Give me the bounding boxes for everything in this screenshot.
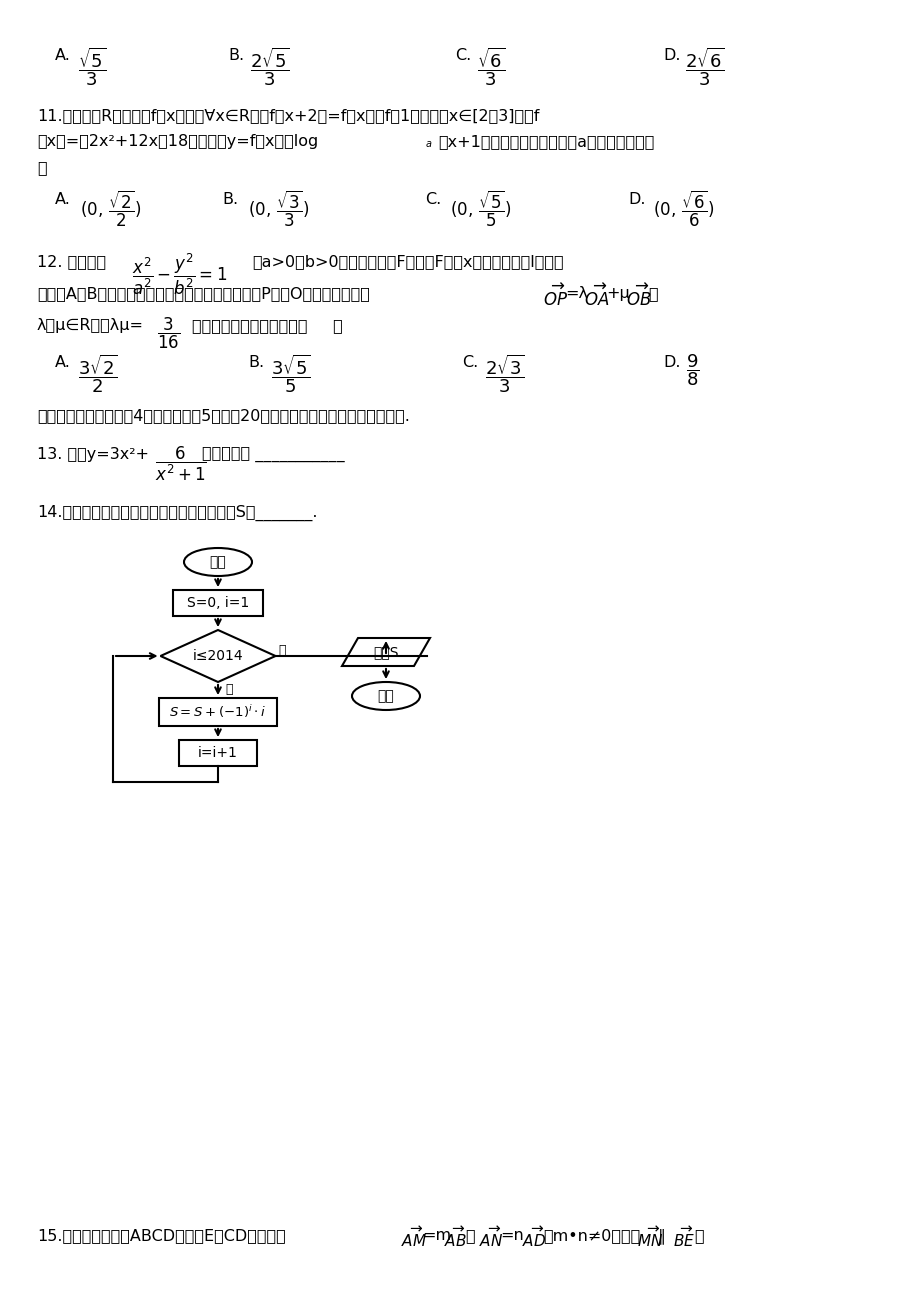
Text: 14.执行如图所示的程序框图，则输出的结果S是_______.: 14.执行如图所示的程序框图，则输出的结果S是_______. bbox=[37, 505, 317, 521]
Text: $\overrightarrow{AM}$: $\overrightarrow{AM}$ bbox=[401, 1226, 426, 1250]
Text: λ，μ∈R），λμ=: λ，μ∈R），λμ= bbox=[37, 318, 144, 333]
Polygon shape bbox=[342, 638, 429, 667]
Text: $\dfrac{\sqrt{5}}{3}$: $\dfrac{\sqrt{5}}{3}$ bbox=[78, 46, 107, 87]
Text: $\dfrac{3\sqrt{5}}{5}$: $\dfrac{3\sqrt{5}}{5}$ bbox=[271, 352, 311, 395]
Text: $(0,\,\dfrac{\sqrt{5}}{5})$: $(0,\,\dfrac{\sqrt{5}}{5})$ bbox=[449, 189, 511, 229]
Text: $\overrightarrow{AB}$: $\overrightarrow{AB}$ bbox=[444, 1226, 466, 1250]
Text: $\overrightarrow{AN}$: $\overrightarrow{AN}$ bbox=[479, 1226, 503, 1250]
Text: B.: B. bbox=[228, 48, 244, 62]
Text: 近线于A、B两点，且与双曲线在第一象限的交点为P，设O为坐标原点，若: 近线于A、B两点，且与双曲线在第一象限的交点为P，设O为坐标原点，若 bbox=[37, 286, 369, 301]
Text: 是: 是 bbox=[225, 684, 233, 697]
Text: $(0,\,\dfrac{\sqrt{6}}{6})$: $(0,\,\dfrac{\sqrt{6}}{6})$ bbox=[652, 189, 714, 229]
Text: （a>0，b>0）的右焦点为F，过点F作与x轴垂直的直线l交两渐: （a>0，b>0）的右焦点为F，过点F作与x轴垂直的直线l交两渐 bbox=[252, 254, 563, 270]
Text: $(0,\,\dfrac{\sqrt{2}}{2})$: $(0,\,\dfrac{\sqrt{2}}{2})$ bbox=[80, 189, 142, 229]
FancyBboxPatch shape bbox=[179, 740, 256, 766]
Text: $\overrightarrow{OB}$: $\overrightarrow{OB}$ bbox=[625, 284, 651, 310]
Text: $\overrightarrow{OP}$: $\overrightarrow{OP}$ bbox=[542, 284, 567, 310]
FancyBboxPatch shape bbox=[159, 698, 277, 727]
Text: B.: B. bbox=[248, 355, 264, 370]
Text: 15.已知平行四边形ABCD中，点E为CD的中点，: 15.已知平行四边形ABCD中，点E为CD的中点， bbox=[37, 1228, 286, 1243]
Text: B.: B. bbox=[221, 191, 238, 207]
Text: 否: 否 bbox=[278, 644, 286, 658]
Text: =λ: =λ bbox=[564, 286, 587, 301]
Text: 12. 设双曲线: 12. 设双曲线 bbox=[37, 254, 106, 270]
Text: S=0, i=1: S=0, i=1 bbox=[187, 596, 249, 611]
Text: D.: D. bbox=[663, 355, 680, 370]
Text: 开始: 开始 bbox=[210, 555, 226, 569]
Text: $\dfrac{\sqrt{6}}{3}$: $\dfrac{\sqrt{6}}{3}$ bbox=[476, 46, 505, 87]
Text: D.: D. bbox=[628, 191, 645, 207]
Text: ，: ， bbox=[464, 1228, 474, 1243]
Text: 二、填空题：本大题共4小题，每小题5分，共20分．把答案填在答题卡的相应位置.: 二、填空题：本大题共4小题，每小题5分，共20分．把答案填在答题卡的相应位置. bbox=[37, 408, 410, 423]
Text: +μ: +μ bbox=[606, 286, 630, 301]
Text: $\dfrac{2\sqrt{5}}{3}$: $\dfrac{2\sqrt{5}}{3}$ bbox=[250, 46, 289, 87]
Ellipse shape bbox=[352, 682, 420, 710]
Text: $\dfrac{6}{x^2+1}$: $\dfrac{6}{x^2+1}$ bbox=[154, 445, 207, 483]
Text: 输出S: 输出S bbox=[373, 644, 398, 659]
Text: C.: C. bbox=[461, 355, 478, 370]
Text: ，: ， bbox=[693, 1228, 703, 1243]
Text: 的最小值是 ___________: 的最小值是 ___________ bbox=[202, 447, 345, 462]
Text: 结束: 结束 bbox=[377, 689, 394, 703]
Text: ）: ） bbox=[37, 160, 47, 174]
Text: D.: D. bbox=[663, 48, 680, 62]
Text: $\dfrac{3}{16}$: $\dfrac{3}{16}$ bbox=[157, 316, 180, 352]
Text: $\dfrac{x^2}{a^2}-\dfrac{y^2}{b^2}=1$: $\dfrac{x^2}{a^2}-\dfrac{y^2}{b^2}=1$ bbox=[131, 253, 227, 297]
Text: ，则该双曲线的离心率为（     ）: ，则该双曲线的离心率为（ ） bbox=[192, 318, 343, 333]
Text: $\dfrac{2\sqrt{3}}{3}$: $\dfrac{2\sqrt{3}}{3}$ bbox=[484, 352, 524, 395]
Ellipse shape bbox=[184, 548, 252, 575]
Text: $\overrightarrow{AD}$: $\overrightarrow{AD}$ bbox=[521, 1226, 546, 1250]
Text: A.: A. bbox=[55, 48, 71, 62]
Text: i≤2014: i≤2014 bbox=[192, 648, 243, 663]
Text: C.: C. bbox=[455, 48, 471, 62]
Text: $\dfrac{2\sqrt{6}}{3}$: $\dfrac{2\sqrt{6}}{3}$ bbox=[685, 46, 724, 87]
Text: $S=S+(-1)^i\cdot i$: $S=S+(-1)^i\cdot i$ bbox=[169, 703, 267, 720]
FancyBboxPatch shape bbox=[173, 590, 263, 616]
Text: A.: A. bbox=[55, 355, 71, 370]
Text: $(0,\,\dfrac{\sqrt{3}}{3})$: $(0,\,\dfrac{\sqrt{3}}{3})$ bbox=[248, 189, 310, 229]
Text: i=i+1: i=i+1 bbox=[198, 746, 238, 760]
Text: $\overrightarrow{OA}$: $\overrightarrow{OA}$ bbox=[584, 284, 608, 310]
Text: （m•n≠0），若: （m•n≠0），若 bbox=[542, 1228, 640, 1243]
Text: ∥: ∥ bbox=[657, 1228, 665, 1243]
Polygon shape bbox=[160, 630, 275, 682]
Text: 13. 函数y=3x²+: 13. 函数y=3x²+ bbox=[37, 447, 149, 462]
Text: $\dfrac{3\sqrt{2}}{2}$: $\dfrac{3\sqrt{2}}{2}$ bbox=[78, 352, 118, 395]
Text: =m: =m bbox=[422, 1228, 450, 1243]
Text: A.: A. bbox=[55, 191, 71, 207]
Text: $_a$: $_a$ bbox=[425, 135, 432, 150]
Text: $\dfrac{9}{8}$: $\dfrac{9}{8}$ bbox=[686, 352, 698, 388]
Text: C.: C. bbox=[425, 191, 441, 207]
Text: （x）=－2x²+12x－18．若函数y=f（x）－log: （x）=－2x²+12x－18．若函数y=f（x）－log bbox=[37, 134, 318, 148]
Text: =n: =n bbox=[499, 1228, 523, 1243]
Text: 11.定义域为R的偶函数f（x）满足∀x∈R，有f（x+2）=f（x）－f（1），且当x∈[2，3]时，f: 11.定义域为R的偶函数f（x）满足∀x∈R，有f（x+2）=f（x）－f（1）… bbox=[37, 108, 539, 122]
Text: （x+1）至少有三个零点，则a的取值范围是（: （x+1）至少有三个零点，则a的取值范围是（ bbox=[437, 134, 653, 148]
Text: $\overrightarrow{MN}$: $\overrightarrow{MN}$ bbox=[636, 1226, 663, 1250]
Text: $\overrightarrow{BE}$: $\overrightarrow{BE}$ bbox=[673, 1226, 695, 1250]
Text: （: （ bbox=[647, 286, 657, 301]
